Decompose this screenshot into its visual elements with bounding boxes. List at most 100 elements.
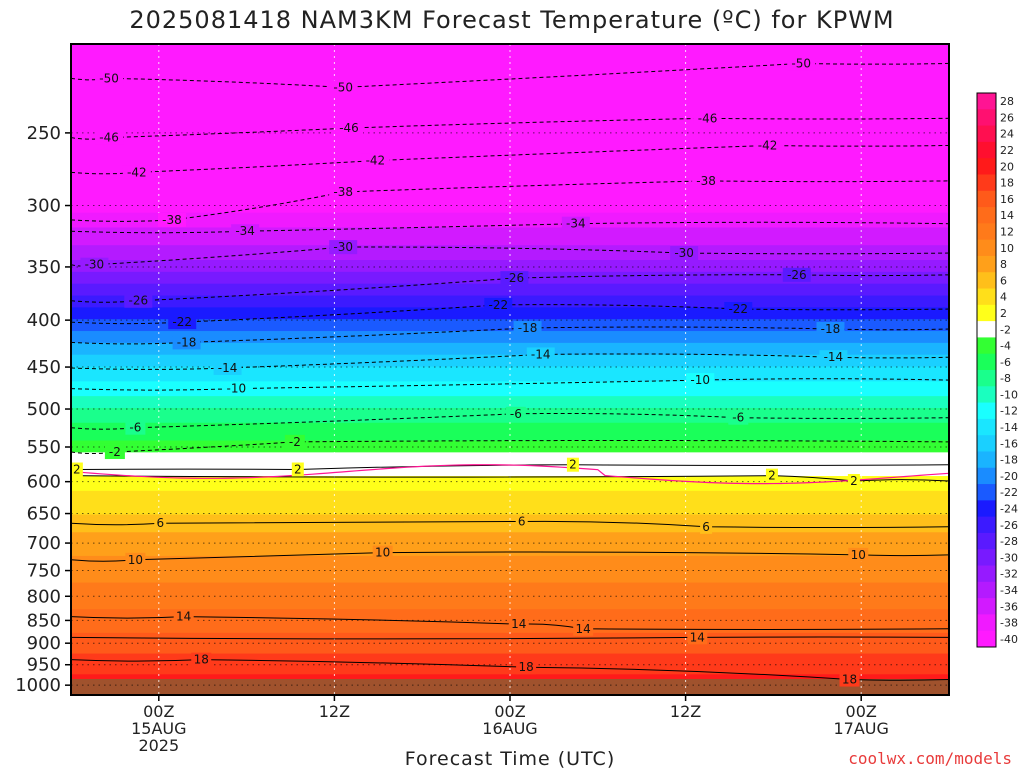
temperature-band [71,381,949,385]
plot-area: -50 -50 -50 -46 -46 -46 -42 -42 -42 -38 -38 -38 -34 -… [71,44,949,695]
temperature-band [71,561,949,566]
temperature-band [71,135,949,140]
temperature-band [71,641,949,646]
contour-label-bg [291,462,304,477]
y-tick-label: 700 [27,533,61,554]
temperature-band [71,656,949,661]
temperature-band [71,322,949,326]
contour-label: 2 [294,463,302,477]
temperature-band [71,94,949,98]
colorbar-swatch [977,255,996,273]
contour-label-bg [95,130,124,145]
contour-label: 14 [176,610,191,624]
colorbar-label: 18 [1000,177,1014,190]
colorbar-swatch [977,190,996,208]
contour-label: 2 [73,463,81,477]
contour-label: -38 [333,185,353,199]
temperature-band [71,188,949,193]
contour-label: -42 [366,154,386,168]
temperature-band [71,674,949,678]
temperature-band [71,508,949,513]
temperature-band [71,339,949,344]
contour-label-bg [329,80,358,95]
temperature-band [71,106,949,110]
colorbar-swatch [977,467,996,485]
y-tick-label: 450 [27,357,61,378]
temperature-band [71,591,949,595]
colorbar-swatch [977,239,996,257]
temperature-band [71,609,949,613]
colorbar-label: -34 [1000,584,1018,597]
temperature-band [71,484,949,489]
temperature-band [71,129,949,134]
contour-label: -6 [129,421,141,435]
temperature-band [71,218,949,223]
contour-label-bg [231,224,260,239]
colorbar-swatch [977,93,996,110]
colorbar-label: 24 [1000,128,1014,141]
temperature-band [71,186,949,190]
temperature-band [71,526,949,530]
temperature-band [71,357,949,362]
temperature-band [71,268,949,273]
colorbar-label: 26 [1000,111,1014,124]
colorbar-swatch [977,158,996,175]
x-tick-label: 00Z [494,702,525,721]
temperature-band [71,351,949,356]
contour-label-bg [526,347,555,362]
colorbar-label: -4 [1000,340,1011,353]
temperature-band [71,70,949,75]
temperature-band [71,242,949,246]
temperature-band [71,632,949,637]
contour-label-bg [124,293,153,308]
contour-label-bg [693,111,722,126]
colorbar-swatch [977,500,996,518]
contour-label: -26 [505,271,525,285]
temperature-band [71,46,949,51]
contour-label: 14 [576,622,591,636]
temperature-band [71,393,949,397]
temperature-band [71,100,949,104]
contour-label-bg [573,621,594,636]
temperature-band [71,333,949,338]
colorbar-swatch [977,370,996,387]
colorbar-label: -8 [1000,372,1011,385]
contour-label: -6 [732,411,744,425]
y-tick-label: 550 [27,437,61,458]
contour-label: -34 [566,217,586,231]
colorbar-label: -12 [1000,405,1018,418]
temperature-band [71,647,949,652]
contour-label: -26 [787,268,807,282]
x-axis-label: Forecast Time (UTC) [405,748,615,768]
colorbar-swatch [977,402,996,420]
temperature-band [71,58,949,63]
temperature-band [71,638,949,643]
temperature-band [71,452,949,456]
isotherm-line [71,62,949,88]
temperature-band [71,251,949,255]
colorbar-swatch [977,223,996,241]
colorbar-label: -24 [1000,503,1018,516]
contour-label-bg [500,271,529,286]
temperature-band [71,224,949,229]
temperature-band [71,165,949,169]
temperature-band [71,603,949,607]
temperature-band [71,245,949,249]
contour-label-bg [816,321,845,336]
temperature-band [71,257,949,261]
x-tick-label: 00Z [846,702,877,721]
temperature-band [71,473,949,477]
temperature-band [71,375,949,379]
contour-label-bg [505,406,526,421]
contour-label-bg [728,410,749,425]
contour-label-bg [692,173,721,188]
colorbar-swatch [977,207,996,224]
colorbar-label: -6 [1000,356,1011,369]
temperature-band [71,286,949,291]
contour-label: -14 [824,350,844,364]
contour-labels: -50 -50 -50 -46 -46 -46 -42 -42 -42 -38 -38 -38 -34 -… [71,56,869,687]
temperature-band [71,76,949,81]
temperature-band [71,239,949,243]
contour-label: -42 [758,138,778,152]
